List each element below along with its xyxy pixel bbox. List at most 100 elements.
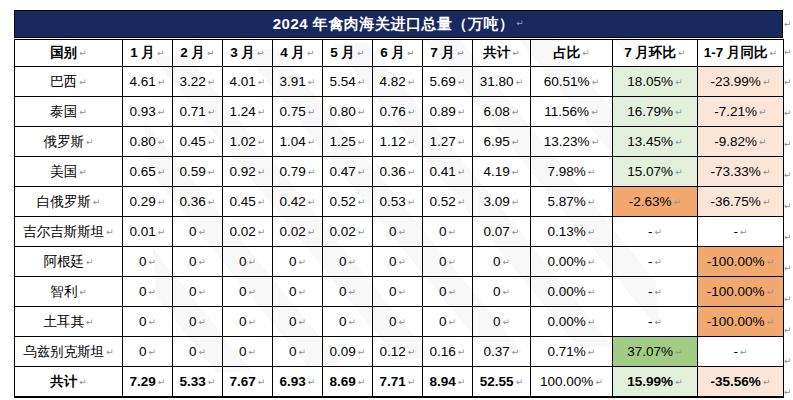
mom-cell: 15.99%↵ [613,367,698,398]
month-value-cell: 0.93↵ [123,97,173,127]
cell-text: -100.00% [707,254,765,269]
month-value-cell: 0.02↵ [223,217,273,247]
month-value-cell: 5.54↵ [323,67,373,97]
country-cell: 智利↵ [15,277,123,307]
month-value-cell: 0↵ [223,307,273,337]
cell-text: 0.41 [430,164,456,179]
month-value-cell: 0↵ [323,277,373,307]
share-cell: 0.13%↵ [531,217,613,247]
month-value-cell: 8.69↵ [323,367,373,398]
paragraph-mark: ↵ [408,167,416,177]
paragraph-mark: ↵ [512,197,520,207]
row-end-mark-slot: ↵ [784,39,793,67]
share-cell: 100.00%↵ [531,367,613,398]
cell-text: 1.27 [430,134,456,149]
yoy-cell: -100.00%↵ [698,307,784,337]
country-cell: 土耳其↵ [15,307,123,337]
country-cell: 吉尔吉斯斯坦↵ [15,217,123,247]
paragraph-mark: ↵ [208,137,216,147]
cell-text: 18.05% [627,74,673,89]
month-value-cell: 1.02↵ [223,127,273,157]
paragraph-mark: ↵ [348,287,356,297]
paragraph-mark: ↵ [654,227,662,237]
cell-text: 0 [339,254,347,269]
paragraph-mark: ↵ [654,257,662,267]
cell-text: 0.36 [380,164,406,179]
paragraph-mark: ↵ [158,227,166,237]
share-cell: 0.71%↵ [531,337,613,367]
paragraph-mark: ↵ [358,227,366,237]
paragraph-mark: ↵ [408,137,416,147]
month-value-cell: 0.80↵ [123,127,173,157]
share-cell: 13.23%↵ [531,127,613,157]
cell-text: 共计 [50,374,77,389]
paragraph-mark: ↵ [208,77,216,87]
month-value-cell: 7.71↵ [373,367,423,398]
paragraph-mark: ↵ [654,287,662,297]
mom-cell: -↵ [613,307,698,337]
month-value-cell: 0↵ [173,247,223,277]
cell-text: 4.19 [484,164,510,179]
cell-text: 6.95 [484,134,510,149]
row-end-mark: ↵ [784,201,792,211]
cell-text: 0.80 [130,134,156,149]
cell-text: - [648,224,653,239]
paragraph-mark: ↵ [407,48,415,58]
paragraph-mark: ↵ [582,48,590,58]
paragraph-mark: ↵ [308,77,316,87]
cell-text: 泰国 [50,104,77,119]
table-row: 美国↵0.65↵0.59↵0.92↵0.79↵0.47↵0.36↵0.41↵4.… [15,157,784,187]
paragraph-mark: ↵ [198,317,206,327]
month-value-cell: 8.94↵ [423,367,473,398]
paragraph-mark: ↵ [258,77,266,87]
paragraph-mark: ↵ [588,257,596,267]
month-value-cell: 4.61↵ [123,67,173,97]
row-end-mark: ↵ [784,232,792,242]
month-value-cell: 0.29↵ [123,187,173,217]
month-value-cell: 0.09↵ [323,337,373,367]
total-row: 共计↵7.29↵5.33↵7.67↵6.93↵8.69↵7.71↵8.94↵52… [15,367,784,398]
table-row: 泰国↵0.93↵0.71↵1.24↵0.75↵0.80↵0.76↵0.89↵6.… [15,97,784,127]
paragraph-mark: ↵ [258,197,266,207]
month-value-cell: 4.01↵ [223,67,273,97]
yoy-cell: -100.00%↵ [698,277,784,307]
country-cell: 白俄罗斯↵ [15,187,123,217]
row-end-mark: ↵ [784,47,792,57]
month-value-cell: 0↵ [423,307,473,337]
table-row: 土耳其↵0↵0↵0↵0↵0↵0↵0↵0↵0.00%↵-↵-100.00%↵ [15,307,784,337]
month-value-cell: 3.22↵ [173,67,223,97]
paragraph-mark: ↵ [759,137,767,147]
yoy-cell: -9.82%↵ [698,127,784,157]
row-end-mark: ↵ [784,77,792,87]
paragraph-mark: ↵ [398,287,406,297]
column-header: 3 月↵ [223,40,273,67]
paragraph-mark: ↵ [448,287,456,297]
country-cell: 美国↵ [15,157,123,187]
paragraph-mark: ↵ [588,347,596,357]
cell-text: 0.29 [130,194,156,209]
paragraph-mark: ↵ [257,48,265,58]
paragraph-mark: ↵ [148,287,156,297]
month-value-cell: 0↵ [373,247,423,277]
cell-text: 15.07% [627,164,673,179]
cell-text: 白俄罗斯 [37,194,91,209]
cell-text: 俄罗斯 [43,134,84,149]
paragraph-mark: ↵ [248,287,256,297]
cell-text: 智利 [50,284,77,299]
yoy-cell: -73.33%↵ [698,157,784,187]
paragraph-mark: ↵ [595,377,603,387]
month-value-cell: 0.53↵ [373,187,423,217]
cell-text: 7.98% [548,164,586,179]
cell-text: 4.01 [230,74,256,89]
paragraph-mark: ↵ [458,137,466,147]
paragraph-mark: ↵ [198,227,206,237]
cell-text: 5.69 [430,74,456,89]
month-value-cell: 0.71↵ [173,97,223,127]
month-value-cell: 0.45↵ [173,127,223,157]
paragraph-mark: ↵ [458,197,466,207]
cell-text: 4.82 [380,74,406,89]
cell-text: 7 月 [430,45,455,60]
paragraph-mark: ↵ [248,257,256,267]
column-header: 7 月↵ [423,40,473,67]
paragraph-mark: ↵ [675,167,683,177]
